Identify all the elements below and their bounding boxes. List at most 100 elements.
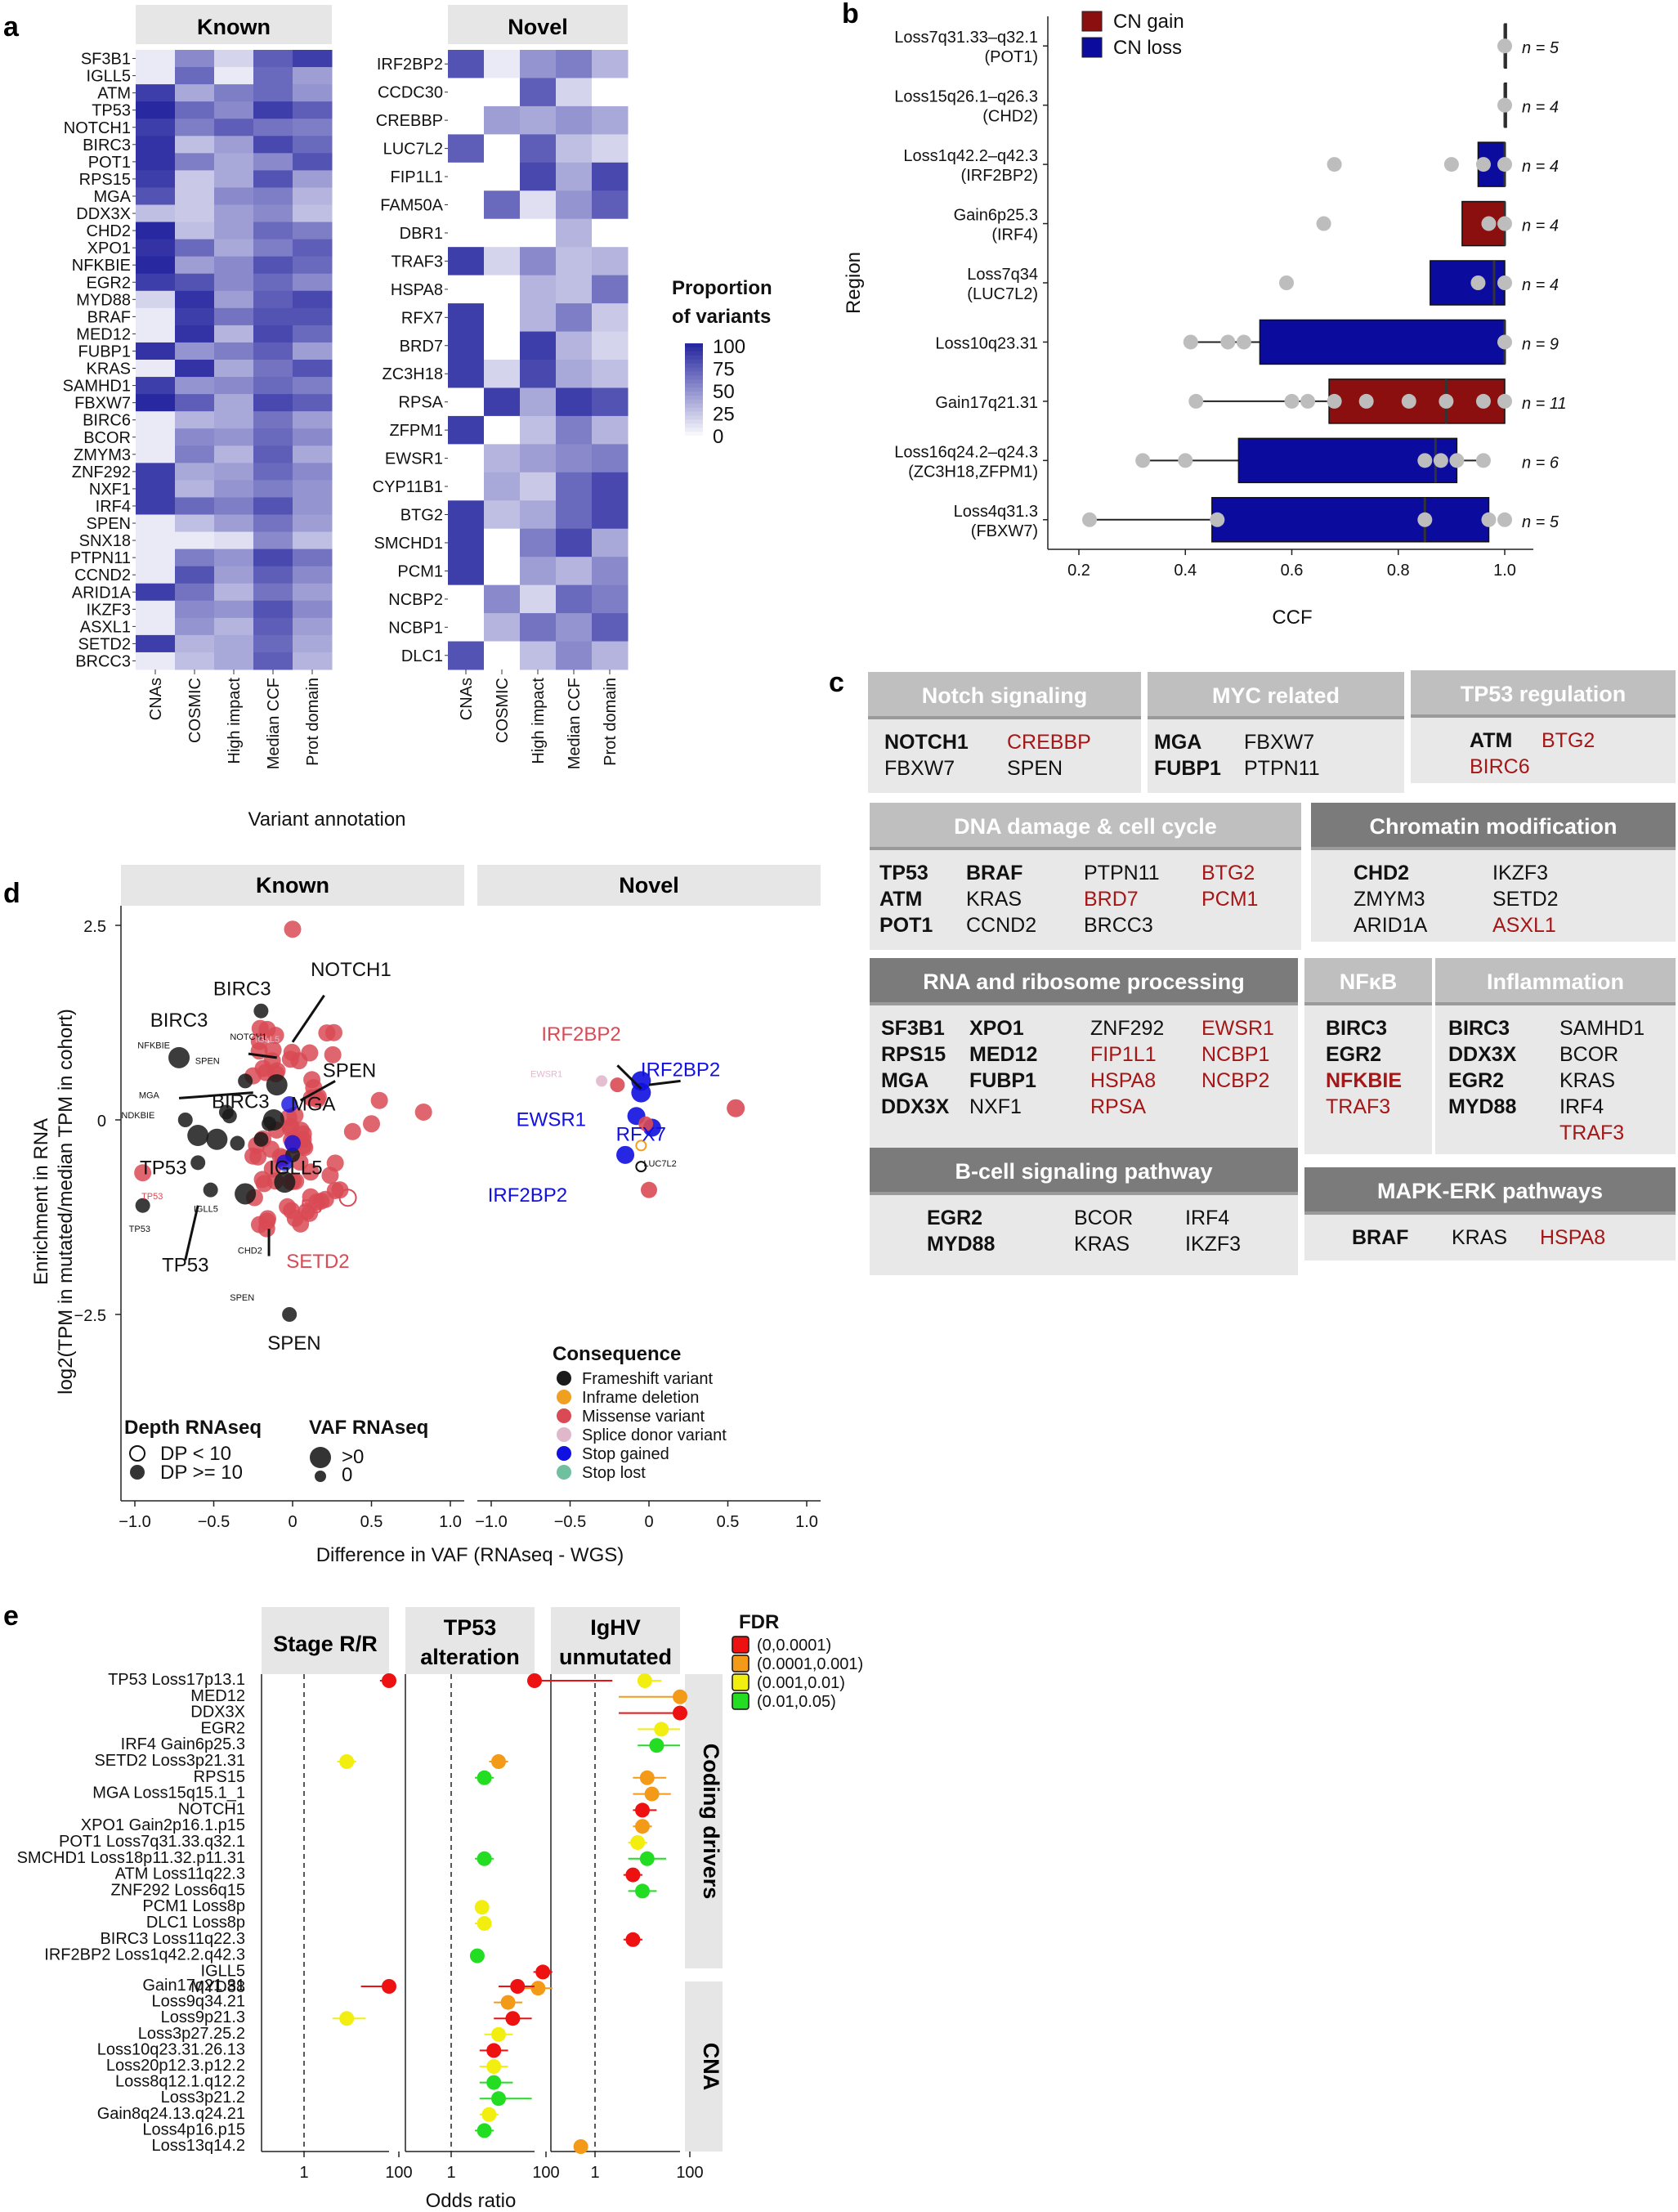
legend-gradient-step — [685, 432, 703, 437]
heatmap-cell — [175, 50, 215, 68]
forest-row-label: TP53 Loss17p13.1 — [108, 1671, 245, 1689]
heatmap-cell — [293, 549, 333, 567]
missense-point — [290, 1052, 307, 1069]
x-tick-label: 1 — [299, 2164, 308, 2182]
pathway-gene: RPSA — [1090, 1095, 1146, 1118]
data-point — [1497, 513, 1512, 527]
pathway-gene: BRAF — [1352, 1226, 1408, 1249]
heatmap-cell — [592, 416, 629, 445]
heatmap-row-label: TRAF3 — [392, 253, 443, 271]
odds-ratio-point — [635, 1883, 650, 1898]
facet-title: Novel — [619, 873, 679, 898]
odds-ratio-point — [486, 2043, 501, 2058]
odds-ratio-point — [486, 2059, 501, 2074]
y-tick-label: 2.5 — [83, 918, 106, 936]
pathway-box-divider — [1311, 847, 1676, 850]
heatmap-cell — [175, 308, 215, 326]
heatmap-cell — [175, 84, 215, 102]
heatmap-row-label: IRF4 — [96, 498, 131, 516]
pathway-gene: NCBP1 — [1201, 1043, 1269, 1066]
heatmap-cell — [136, 50, 176, 68]
heatmap-cell — [214, 515, 254, 533]
heatmap-cell — [592, 134, 629, 163]
heatmap-row-label: NCBP1 — [388, 619, 443, 637]
pathway-gene: MYD88 — [1448, 1095, 1516, 1118]
pathway-gene: MYD88 — [927, 1233, 995, 1256]
novel-point — [610, 1077, 624, 1092]
heatmap-row-label: DBR1 — [400, 225, 443, 243]
pathway-title: MAPK-ERK pathways — [1377, 1179, 1603, 1203]
data-point — [1476, 157, 1491, 172]
heatmap-cell — [136, 584, 176, 602]
heatmap-row-label: NFKBIE — [72, 257, 131, 275]
data-point — [1439, 394, 1453, 409]
heatmap-cell — [136, 274, 176, 292]
pathway-gene: CREBBP — [1007, 731, 1091, 754]
gene-label: EWSR1 — [530, 1070, 562, 1080]
heatmap-cell — [136, 618, 176, 636]
data-point — [1444, 157, 1459, 172]
frameshift-point — [235, 1183, 256, 1204]
heatmap-row-label: DDX3X — [76, 205, 131, 223]
heatmap-cell — [484, 332, 521, 360]
pathway-gene: PTPN11 — [1084, 862, 1160, 884]
x-axis-label: CCF — [1272, 607, 1312, 629]
box — [1212, 498, 1489, 542]
legend-swatch — [557, 1408, 571, 1423]
novel-point — [641, 1182, 657, 1198]
heatmap-cell — [136, 136, 176, 154]
data-point — [1237, 334, 1251, 349]
odds-ratio-point — [530, 1981, 545, 1995]
heatmap-cell — [293, 394, 333, 412]
heatmap-cell — [136, 222, 176, 240]
heatmap-cell — [448, 585, 485, 614]
gene-label: MGA — [139, 1090, 160, 1100]
pathway-gene: BRCC3 — [1084, 914, 1153, 937]
legend-tick: 0 — [713, 426, 723, 448]
heatmap-cell — [592, 500, 629, 529]
heatmap-cell — [175, 119, 215, 137]
heatmap-cell — [253, 291, 293, 309]
heatmap-cell — [448, 387, 485, 416]
heatmap-cell — [592, 613, 629, 642]
pathway-gene: NXF1 — [969, 1095, 1022, 1118]
heatmap-cell — [448, 275, 485, 304]
heatmap-cell — [175, 463, 215, 481]
heatmap-cell — [293, 584, 333, 602]
heatmap-row-label: BIRC3 — [83, 137, 131, 154]
gene-label: LUC7L2 — [643, 1159, 676, 1169]
pathway-gene: IKZF3 — [1492, 862, 1548, 884]
heatmap-cell — [520, 275, 557, 304]
heatmap-cell — [253, 532, 293, 550]
heatmap-cell — [214, 50, 254, 68]
heatmap-cell — [293, 257, 333, 275]
heatmap-cell — [520, 134, 557, 163]
pathway-box-divider — [870, 847, 1301, 850]
heatmap-cell — [214, 170, 254, 188]
pathway-box-divider — [870, 1192, 1298, 1195]
legend-tick: 75 — [713, 359, 735, 381]
heatmap-cell — [556, 50, 593, 78]
heatmap-row-label: PCM1 — [397, 562, 443, 580]
facet-title: Known — [256, 873, 329, 898]
heatmap-cell — [484, 303, 521, 332]
x-tick-label: −0.5 — [198, 1513, 230, 1531]
facet-title: TP53 — [444, 1615, 497, 1640]
x-axis-label: Odds ratio — [426, 2190, 517, 2212]
pathway-gene: PCM1 — [1201, 888, 1258, 911]
missense-point — [284, 920, 302, 938]
frameshift-point — [253, 1132, 268, 1147]
heatmap-row-label: ATM — [97, 85, 131, 103]
data-point — [1327, 394, 1342, 409]
legend-swatch — [732, 1655, 749, 1672]
data-point — [1481, 513, 1496, 527]
pathway-gene: BIRC6 — [1470, 755, 1530, 778]
heatmap-cell — [136, 497, 176, 515]
heatmap-cell — [484, 416, 521, 445]
heatmap-cell — [448, 106, 485, 135]
heatmap-cell — [520, 387, 557, 416]
heatmap-cell — [214, 205, 254, 223]
heatmap-cell — [556, 163, 593, 191]
forest-row-label: POT1 Loss7q31.33.q32.1 — [59, 1833, 245, 1851]
forest-row-label: MGA Loss15q15.1_1 — [92, 1784, 245, 1802]
